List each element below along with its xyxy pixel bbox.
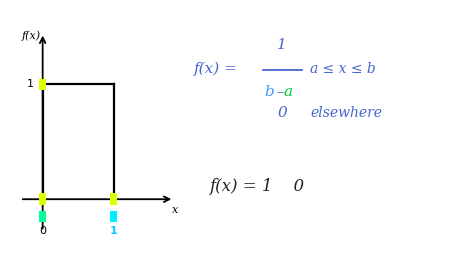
Text: 1: 1 [110,226,118,236]
Bar [110,193,118,205]
Text: a ≤ x ≤ b: a ≤ x ≤ b [310,62,376,76]
Text: 1: 1 [277,38,287,52]
Text: f(x): f(x) [21,30,40,40]
Text: f(x) =: f(x) = [194,62,238,76]
Text: 0: 0 [39,226,46,236]
Bar [39,193,46,205]
Text: 1: 1 [27,80,33,89]
Text: elsewhere: elsewhere [310,106,383,120]
Text: f(x) = 1    0: f(x) = 1 0 [209,178,304,195]
Text: b: b [264,85,274,99]
Bar [110,211,118,222]
Text: –: – [272,85,289,99]
Bar [39,211,46,222]
Text: x: x [172,205,178,215]
Text: 0: 0 [277,106,287,120]
Text: a: a [283,85,292,99]
Bar [39,79,46,90]
